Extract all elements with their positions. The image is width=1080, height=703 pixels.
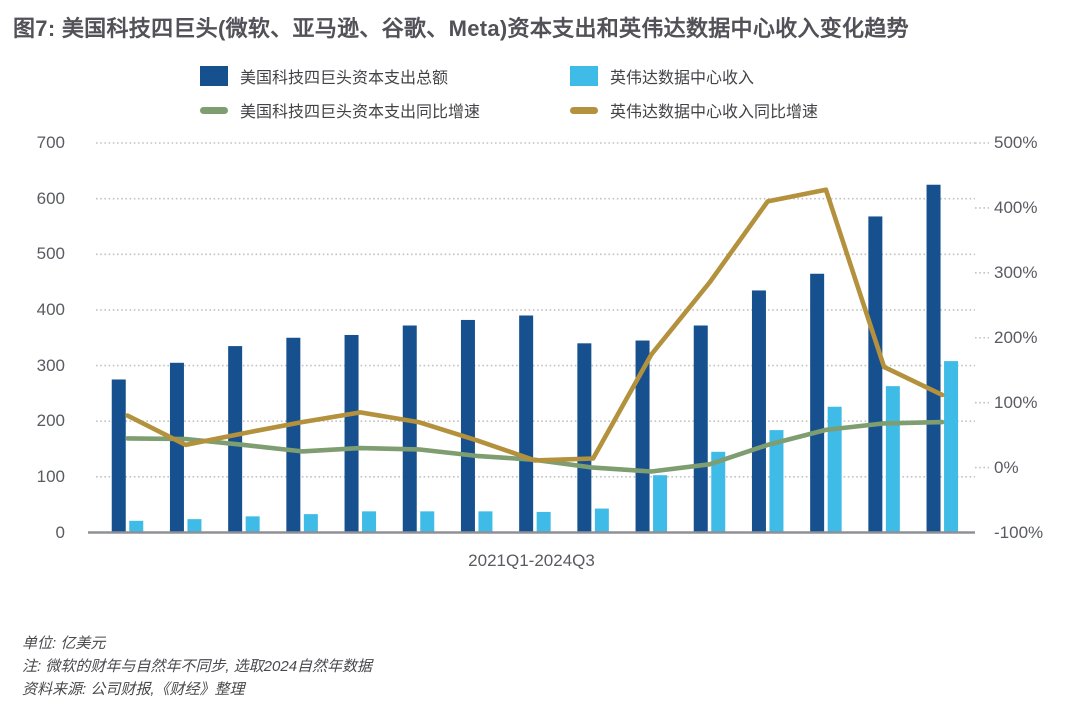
- left-axis-tick-label: 100: [36, 466, 65, 486]
- left-axis-tick-label: 600: [36, 188, 65, 208]
- capex-bar: [751, 290, 766, 533]
- legend-swatch-capex-growth-line: [200, 106, 228, 114]
- nvda-revenue-bar: [594, 508, 609, 533]
- footnote-unit: 单位: 亿美元: [22, 635, 106, 652]
- capex-bar: [577, 343, 592, 533]
- legend-item: 英伟达数据中心收入: [570, 65, 754, 87]
- right-axis-tick-label: -100%: [994, 522, 1044, 542]
- legend-swatch-nvda-bar: [570, 66, 598, 86]
- right-axis-tick-label: 300%: [994, 262, 1038, 282]
- legend-swatch-capex-bar: [200, 66, 228, 86]
- capex-bar: [693, 325, 708, 533]
- legend-label: 英伟达数据中心收入: [610, 70, 755, 87]
- nvda-revenue-bar: [944, 361, 959, 533]
- nvda-revenue-bar: [303, 514, 318, 533]
- nvda-revenue-bar: [187, 519, 202, 533]
- legend-label: 美国科技四巨头资本支出同比增速: [240, 104, 481, 121]
- capex-bar: [460, 319, 475, 533]
- legend-item: 美国科技四巨头资本支出同比增速: [200, 99, 480, 121]
- nvda-revenue-bar: [362, 511, 377, 533]
- left-axis-tick-label: 400: [36, 299, 65, 319]
- left-axis-tick-label: 500: [36, 244, 65, 264]
- left-axis-tick-label: 300: [36, 355, 65, 375]
- capex-bar: [926, 184, 941, 533]
- right-axis-tick-label: 400%: [994, 197, 1038, 217]
- capex-bar: [635, 340, 650, 533]
- capex-bar: [228, 346, 243, 533]
- left-axis-tick-label: 0: [55, 522, 65, 542]
- right-axis-tick-label: 100%: [994, 392, 1038, 412]
- nvda-revenue-bar: [129, 520, 144, 533]
- legend: 美国科技四巨头资本支出总额 英伟达数据中心收入美国科技四巨头资本支出同比增速 英伟达…: [0, 0, 1080, 130]
- right-axis-tick-label: 200%: [994, 327, 1038, 347]
- nvda-revenue-bar: [711, 451, 726, 533]
- left-axis-tick-label: 700: [36, 133, 65, 152]
- legend-label: 英伟达数据中心收入同比增速: [610, 104, 819, 121]
- right-axis-tick-label: 500%: [994, 133, 1038, 152]
- footnotes: 单位: 亿美元 注: 微软的财年与自然年不同步, 选取2024自然年数据 资料来…: [22, 632, 372, 701]
- nvda-growth-line: [125, 187, 945, 463]
- footnote-source: 资料来源: 公司财报,《财经》整理: [22, 681, 245, 698]
- capex-bar: [519, 315, 534, 533]
- nvda-revenue-bar: [769, 430, 784, 533]
- figure-title: 图7: 美国科技四巨头(微软、亚马逊、谷歌、Meta)资本支出和英伟达数据中心收…: [13, 16, 909, 41]
- legend-swatch-nvda-growth-line: [570, 106, 598, 114]
- capex-bar: [169, 362, 184, 533]
- right-axis-tick-label: 0%: [994, 457, 1019, 477]
- x-axis-label: 2021Q1-2024Q3: [468, 551, 595, 570]
- nvda-revenue-bar: [420, 511, 435, 533]
- capex-bar: [344, 334, 359, 533]
- footnote-note: 注: 微软的财年与自然年不同步, 选取2024自然年数据: [22, 658, 373, 675]
- capex-bar: [868, 216, 883, 533]
- legend-item: 美国科技四巨头资本支出总额: [200, 65, 448, 87]
- capex-bar: [810, 273, 825, 533]
- legend-item: 英伟达数据中心收入同比增速: [570, 99, 818, 121]
- nvda-revenue-bar: [885, 386, 900, 533]
- nvda-revenue-bar: [536, 511, 551, 533]
- nvda-revenue-bar: [827, 406, 842, 533]
- left-axis-tick-label: 200: [36, 411, 65, 431]
- capex-bar: [402, 325, 417, 533]
- nvda-revenue-bar: [478, 511, 493, 533]
- legend-label: 美国科技四巨头资本支出总额: [240, 70, 449, 87]
- capex-bar: [111, 379, 126, 533]
- nvda-revenue-bar: [653, 475, 668, 533]
- capex-bar: [286, 337, 301, 533]
- nvda-revenue-bar: [245, 516, 260, 533]
